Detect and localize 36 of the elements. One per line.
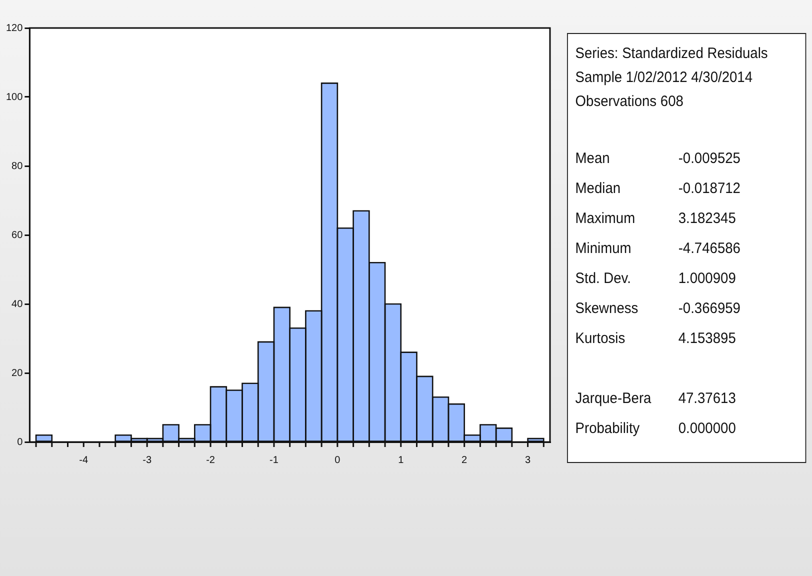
y-tick-label: 120 bbox=[6, 22, 24, 34]
x-tick-label: 3 bbox=[525, 454, 532, 466]
text: -4.746586 bbox=[678, 239, 740, 259]
text: -0.366959 bbox=[678, 299, 740, 319]
text: 47.37613 bbox=[678, 389, 736, 409]
text: Std. Dev. bbox=[575, 269, 632, 289]
text: 0.000000 bbox=[678, 419, 736, 439]
x-tick-label: -3 bbox=[142, 454, 152, 466]
text: Minimum bbox=[575, 239, 632, 259]
text: Observations 608 bbox=[575, 92, 684, 112]
text: Jarque-Bera bbox=[575, 389, 652, 409]
text: -0.018712 bbox=[678, 179, 740, 199]
y-tick-label: 60 bbox=[12, 230, 24, 241]
text: Maximum bbox=[575, 209, 636, 229]
x-tick-label: 1 bbox=[398, 454, 404, 466]
text: -0.009525 bbox=[678, 149, 740, 169]
y-tick-label: 40 bbox=[12, 298, 24, 310]
text: Median bbox=[575, 179, 622, 199]
text: Mean bbox=[575, 149, 611, 169]
text: Sample 1/02/2012 4/30/2014 bbox=[575, 68, 754, 88]
y-tick-label: 80 bbox=[12, 160, 24, 172]
x-tick-label: -2 bbox=[206, 454, 216, 466]
text: 3.182345 bbox=[678, 209, 736, 229]
y-tick-label: 0 bbox=[17, 436, 24, 448]
text: Probability bbox=[575, 419, 641, 439]
x-tick-label: -1 bbox=[270, 454, 279, 466]
x-tick-label: 0 bbox=[334, 454, 341, 466]
text: Skewness bbox=[575, 299, 640, 319]
text: Series: Standardized Residuals bbox=[575, 44, 769, 64]
text: 1.000909 bbox=[678, 269, 736, 289]
text: 4.153895 bbox=[678, 329, 736, 349]
text: Kurtosis bbox=[575, 329, 626, 349]
x-tick-label: -4 bbox=[79, 454, 88, 466]
y-tick-label: 20 bbox=[12, 368, 24, 379]
y-tick-label: 100 bbox=[6, 92, 24, 103]
x-tick-label: 2 bbox=[462, 454, 468, 466]
